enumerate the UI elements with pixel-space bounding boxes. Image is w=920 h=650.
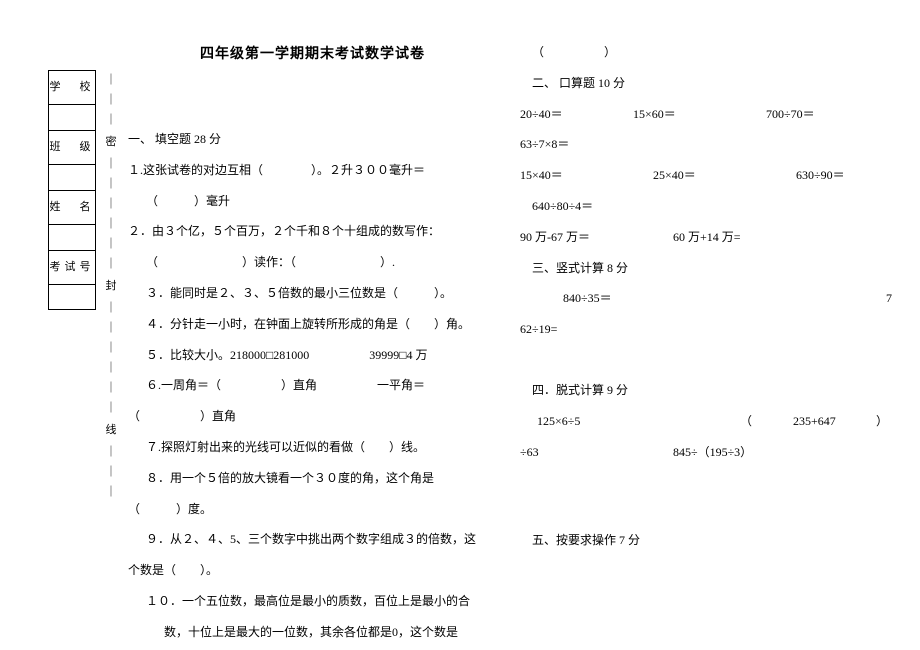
seal-dash: ｜ (104, 214, 118, 234)
q4: ４．分针走一小时，在钟面上旋转所形成的角是（ ）角。 (128, 310, 498, 339)
seal-dash: ｜ (104, 174, 118, 194)
section3-heading: 三、竖式计算 8 分 (520, 254, 910, 283)
seal-dash: ｜ (104, 462, 118, 482)
q10b: 数，十位上是最大的一位数，其余各位都是0，这个数是 (128, 618, 498, 647)
seal-dash: ｜ (104, 338, 118, 358)
vertical-row1: 840÷35＝ 7 (520, 284, 910, 313)
page-title: 四年级第一学期期末考试数学试卷 (200, 38, 425, 72)
expr: 235+647 (793, 407, 873, 436)
section4-heading: 四．脱式计算 9 分 (520, 376, 910, 405)
expr: 90 万-67 万＝ (520, 223, 670, 252)
expr: 25×40＝ (653, 161, 793, 190)
expr: 7 (886, 284, 892, 313)
expr: 840÷35＝ (563, 284, 883, 313)
oral-row5: 90 万-67 万＝ 60 万+14 万= (520, 223, 910, 252)
binding-cell-name: 姓 名 (48, 190, 96, 224)
seal-dash: ｜ (104, 70, 118, 90)
q2b: （ ）读作：（ ）. (128, 248, 498, 277)
seal-char-xian: 线 (104, 418, 118, 442)
seal-char-mi: 密 (104, 130, 118, 154)
seal-dash: ｜ (104, 110, 118, 130)
vertical-row2: 62÷19= (520, 315, 910, 344)
binding-cell-class: 班 级 (48, 130, 96, 164)
q1: １.这张试卷的对边互相（ ）。２升３００毫升＝ (128, 156, 498, 185)
step-row2: ÷63 845÷（195÷3） (520, 438, 910, 467)
spacer (520, 468, 910, 524)
answer-paren: （ ） (520, 38, 910, 67)
oral-row3: 15×40＝ 25×40＝ 630÷90＝ (520, 161, 910, 190)
oral-row2: 63÷7×8＝ (520, 130, 910, 159)
q1b: （ ）毫升 (128, 187, 498, 216)
seal-dash: ｜ (104, 358, 118, 378)
binding-cell-blank (48, 164, 96, 190)
q9b: 个数是（ ）。 (128, 556, 498, 585)
section2-heading: 二、 口算题 10 分 (520, 69, 910, 98)
expr: 15×40＝ (520, 161, 650, 190)
seal-dash: ｜ (104, 90, 118, 110)
seal-dash: ｜ (104, 154, 118, 174)
binding-column: 学 校 班 级 姓 名 考试号 (48, 70, 96, 310)
right-column: （ ） 二、 口算题 10 分 20÷40＝ 15×60＝ 700÷70＝ 63… (520, 38, 910, 557)
seal-dash: ｜ (104, 378, 118, 398)
section1-heading: 一、 填空题 28 分 (128, 125, 498, 154)
spacer (520, 346, 910, 374)
seal-dash: ｜ (104, 318, 118, 338)
expr: 845÷（195÷3） (673, 438, 752, 467)
seal-dash: ｜ (104, 194, 118, 214)
q8: ８．用一个５倍的放大镜看一个３０度的角，这个角是 (128, 464, 498, 493)
expr: 60 万+14 万= (673, 223, 741, 252)
q7: ７.探照灯射出来的光线可以近似的看做（ ）线。 (128, 433, 498, 462)
section5-heading: 五、按要求操作 7 分 (520, 526, 910, 555)
binding-cell-blank (48, 104, 96, 130)
binding-cell-blank (48, 224, 96, 250)
q9: ９．从２、４、5、三个数字中挑出两个数字组成３的倍数，这 (128, 525, 498, 554)
expr: 630÷90＝ (796, 161, 845, 190)
oral-row1: 20÷40＝ 15×60＝ 700÷70＝ (520, 100, 910, 129)
seal-dash: ｜ (104, 254, 118, 274)
expr: 20÷40＝ (520, 100, 630, 129)
q10: １０．一个五位数，最高位是最小的质数，百位上是最小的合 (128, 587, 498, 616)
seal-dash: ｜ (104, 234, 118, 254)
q5: ５．比较大小。218000□281000 39999□4 万 (128, 341, 498, 370)
binding-cell-school: 学 校 (48, 70, 96, 104)
binding-cell-examno: 考试号 (48, 250, 96, 284)
expr: 700÷70＝ (766, 100, 815, 129)
q3: ３．能同时是２、３、５倍数的最小三位数是（ ）。 (128, 279, 498, 308)
seal-dash: ｜ (104, 442, 118, 462)
paren-open: （ (740, 407, 790, 436)
seal-dash: ｜ (104, 298, 118, 318)
binding-cell-blank (48, 284, 96, 310)
oral-row4: 640÷80÷4＝ (520, 192, 910, 221)
q6: ６.一周角＝（ ）直角 一平角＝ (128, 371, 498, 400)
expr: ÷63 (520, 438, 670, 467)
step-row1: 125×6÷5 （ 235+647 ） (520, 407, 910, 436)
seal-dash: ｜ (104, 398, 118, 418)
left-column: 一、 填空题 28 分 １.这张试卷的对边互相（ ）。２升３００毫升＝ （ ）毫… (128, 125, 498, 649)
seal-line-column: ｜ ｜ ｜ 密 ｜ ｜ ｜ ｜ ｜ ｜ 封 ｜ ｜ ｜ ｜ ｜ ｜ 线 ｜ ｜ … (104, 70, 118, 502)
paren-close: ） (876, 407, 888, 436)
q2: ２．由３个亿，５个百万，２个千和８个十组成的数写作： (128, 217, 498, 246)
q6b: （ ）直角 (128, 402, 498, 431)
expr: 15×60＝ (633, 100, 763, 129)
expr: 125×6÷5 (537, 407, 737, 436)
q8b: （ ）度。 (128, 495, 498, 524)
seal-dash: ｜ (104, 482, 118, 502)
seal-char-feng: 封 (104, 274, 118, 298)
